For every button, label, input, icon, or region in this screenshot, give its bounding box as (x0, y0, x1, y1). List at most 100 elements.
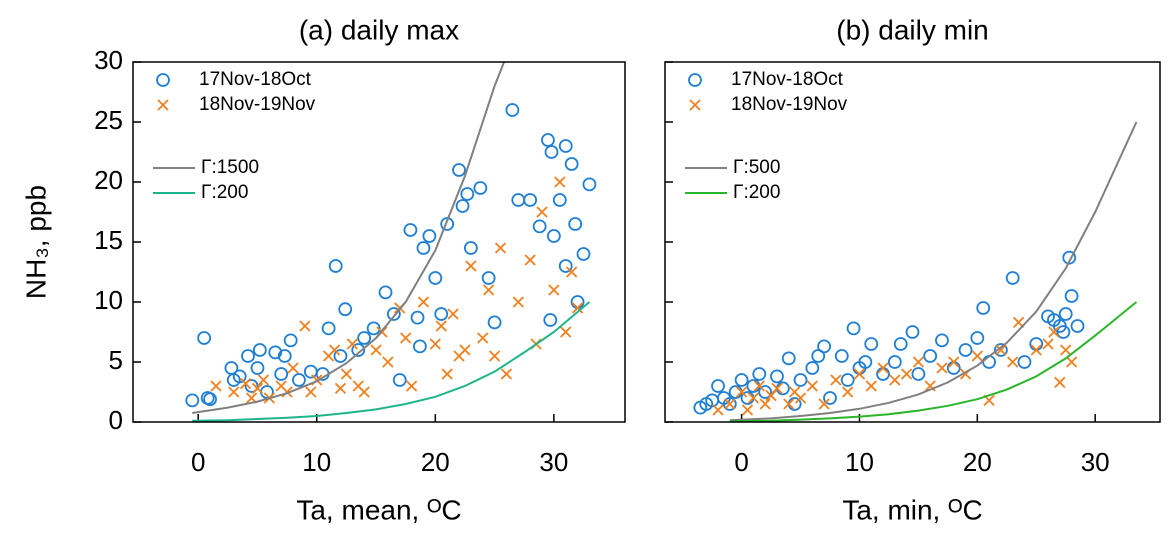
point (321, 321, 336, 336)
legend-label: Γ:1500 (201, 157, 259, 178)
point (241, 349, 255, 363)
point (924, 380, 936, 392)
point (770, 369, 784, 384)
point (889, 374, 901, 386)
point (734, 373, 749, 387)
point (512, 296, 524, 308)
point (571, 302, 584, 314)
point (416, 241, 431, 255)
point (203, 392, 217, 407)
point (1054, 376, 1066, 389)
point (728, 385, 743, 399)
point (536, 206, 548, 218)
point (455, 199, 470, 213)
point (541, 133, 555, 147)
point (357, 331, 372, 345)
panel-title: (a) daily max (299, 14, 459, 45)
point (958, 343, 973, 357)
y-tick-label: 15 (94, 225, 123, 255)
point (333, 349, 348, 363)
point (842, 386, 854, 398)
x-tick-label: 20 (421, 447, 450, 477)
point (834, 349, 849, 363)
point (232, 369, 247, 384)
point (976, 301, 991, 315)
point (811, 349, 826, 363)
point (392, 373, 407, 387)
point (566, 266, 578, 278)
point (735, 386, 748, 398)
curve (729, 301, 1138, 423)
point (1017, 355, 1032, 369)
point (328, 259, 343, 273)
point (711, 379, 725, 393)
point (441, 368, 453, 380)
point (865, 380, 877, 392)
point (1005, 271, 1020, 285)
point (806, 380, 818, 392)
legend-marker (688, 73, 702, 87)
point (250, 361, 265, 375)
point (197, 331, 212, 345)
point (1070, 319, 1085, 333)
legend-label: Γ:200 (201, 182, 248, 203)
point (459, 344, 471, 356)
plot-area (185, 61, 597, 422)
point (946, 361, 961, 375)
plot-area (693, 121, 1138, 423)
point (544, 145, 559, 159)
y-tick-label: 25 (94, 105, 123, 135)
point (239, 377, 252, 390)
point (746, 379, 761, 393)
point (1065, 356, 1078, 368)
point (554, 176, 566, 188)
point (971, 350, 983, 362)
point (582, 177, 597, 192)
point (864, 337, 879, 351)
point (759, 398, 771, 410)
point (434, 307, 449, 321)
plot-frame (132, 61, 626, 423)
point (752, 367, 767, 381)
point (292, 373, 306, 387)
point (724, 398, 736, 410)
x-axis-label: Ta, min, ᴼC (842, 494, 982, 525)
point (494, 242, 507, 254)
point (428, 271, 443, 285)
point (351, 343, 366, 357)
point (287, 362, 299, 374)
point (900, 368, 913, 380)
point (818, 398, 830, 410)
point (283, 333, 298, 348)
point (793, 373, 808, 387)
legend-label: 18Nov-19Nov (199, 94, 316, 115)
x-tick-label: 30 (539, 447, 568, 477)
point (995, 344, 1007, 356)
point (905, 325, 920, 339)
point (452, 163, 466, 177)
point (935, 333, 949, 348)
point (853, 368, 866, 380)
y-tick-label: 10 (94, 285, 123, 315)
point (277, 349, 292, 363)
point (805, 361, 820, 375)
point (477, 332, 489, 344)
point (378, 285, 393, 300)
legend-label: 17Nov-18Oct (199, 69, 312, 90)
point (877, 362, 889, 374)
point (1030, 344, 1042, 356)
point (722, 397, 737, 411)
point (483, 284, 495, 296)
point (564, 157, 579, 171)
plot-frame (664, 61, 1161, 423)
point (830, 374, 842, 386)
point (257, 374, 270, 386)
point (340, 368, 353, 380)
point (417, 296, 430, 308)
point (334, 382, 347, 395)
point (775, 381, 790, 396)
point (548, 284, 560, 296)
point (570, 295, 585, 309)
y-tick-label: 0 (109, 405, 123, 435)
point (481, 271, 496, 285)
